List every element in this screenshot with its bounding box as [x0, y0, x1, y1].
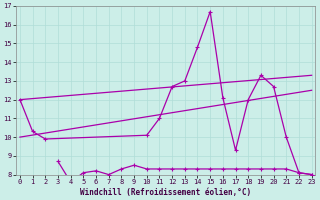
X-axis label: Windchill (Refroidissement éolien,°C): Windchill (Refroidissement éolien,°C) [80, 188, 251, 197]
